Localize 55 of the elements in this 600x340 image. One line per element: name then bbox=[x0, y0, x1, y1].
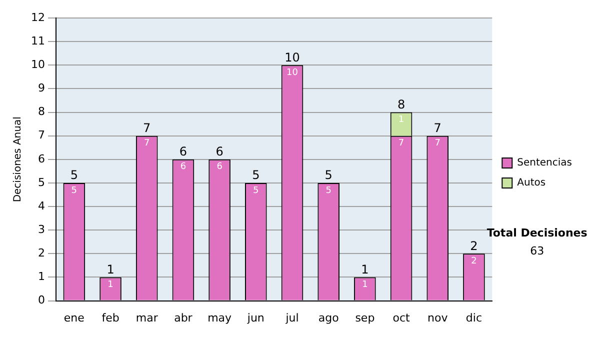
data-label: 7 bbox=[434, 138, 440, 149]
x-tick-label: oct bbox=[392, 311, 411, 324]
x-tick-label: may bbox=[208, 311, 232, 324]
total-label: 2 bbox=[470, 238, 478, 253]
total-label: 7 bbox=[434, 120, 442, 135]
y-tick-label: 6 bbox=[38, 152, 45, 166]
total-label: 10 bbox=[284, 50, 300, 64]
legend-label: Autos bbox=[517, 178, 546, 189]
data-label: 5 bbox=[326, 186, 332, 196]
y-tick-label: 5 bbox=[38, 176, 45, 189]
total-label: 5 bbox=[70, 168, 78, 182]
legend-label: Sentencias bbox=[517, 158, 572, 169]
x-tick-label: sep bbox=[355, 311, 375, 324]
annotation: Total Decisiones bbox=[486, 226, 588, 240]
total-label: 6 bbox=[179, 144, 188, 159]
y-tick-label: 3 bbox=[38, 222, 45, 236]
y-tick-label: 1 bbox=[38, 270, 45, 284]
data-label: 6 bbox=[216, 162, 223, 172]
x-tick-label: feb bbox=[102, 311, 120, 324]
total-label: 8 bbox=[397, 97, 406, 112]
x-tick-label: ene bbox=[64, 311, 85, 324]
y-tick-label: 7 bbox=[38, 128, 45, 142]
data-label: 10 bbox=[286, 68, 298, 78]
data-label: 5 bbox=[253, 186, 259, 196]
y-tick-label: 11 bbox=[30, 34, 45, 48]
y-tick-label: 0 bbox=[38, 294, 45, 307]
y-tick-label: 8 bbox=[38, 105, 45, 118]
x-tick-label: jul bbox=[284, 311, 299, 324]
y-tick-label: 2 bbox=[38, 246, 45, 260]
data-label: 7 bbox=[398, 138, 404, 149]
data-label: 1 bbox=[108, 280, 114, 290]
y-tick-label: 9 bbox=[38, 82, 45, 95]
total-label: 7 bbox=[143, 120, 151, 135]
x-tick-label: abr bbox=[174, 311, 193, 324]
data-label: 2 bbox=[471, 256, 477, 267]
y-tick-label: 12 bbox=[30, 10, 45, 24]
x-tick-label: mar bbox=[136, 311, 158, 324]
y-tick-label: 10 bbox=[30, 58, 45, 71]
x-tick-label: ago bbox=[318, 311, 340, 324]
total-label: 6 bbox=[216, 144, 224, 159]
total-label: 5 bbox=[252, 168, 260, 182]
y-axis-title: Decisiones Anual bbox=[12, 116, 24, 202]
data-label: 7 bbox=[144, 138, 150, 149]
data-label: 6 bbox=[180, 162, 186, 172]
total-label: 5 bbox=[324, 168, 332, 182]
y-tick-label: 4 bbox=[38, 199, 45, 212]
x-tick-label: dic bbox=[466, 311, 482, 324]
total-label: 1 bbox=[361, 262, 369, 276]
x-tick-label: jun bbox=[246, 311, 264, 324]
data-label: 1 bbox=[362, 280, 368, 290]
x-tick-label: nov bbox=[428, 311, 448, 324]
total-label: 1 bbox=[106, 262, 114, 276]
text: 63 bbox=[530, 244, 544, 258]
data-label: 1 bbox=[398, 115, 404, 126]
data-label: 5 bbox=[71, 186, 78, 196]
